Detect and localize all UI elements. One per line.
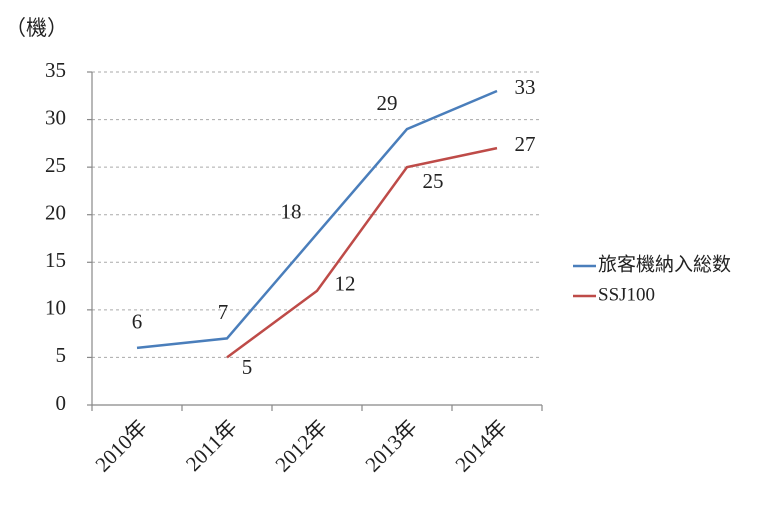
x-tick-label: 2014年 xyxy=(450,415,512,477)
legend-label: 旅客機納入総数 xyxy=(598,253,731,275)
y-tick-label: 0 xyxy=(56,391,67,415)
y-tick-label: 5 xyxy=(56,343,67,367)
y-tick-label: 35 xyxy=(45,58,66,82)
data-label: 18 xyxy=(281,200,302,224)
y-axis-label: （機） xyxy=(5,16,68,40)
data-label: 6 xyxy=(132,310,143,334)
data-label: 25 xyxy=(423,169,444,193)
series-line xyxy=(136,89,498,350)
data-label: 33 xyxy=(515,75,536,99)
x-tick-label: 2013年 xyxy=(360,415,422,477)
data-label: 7 xyxy=(218,300,229,324)
y-tick-label: 30 xyxy=(45,105,66,129)
data-label: 29 xyxy=(377,91,398,115)
y-tick-label: 25 xyxy=(45,153,66,177)
data-label: 27 xyxy=(515,132,536,156)
data-label: 12 xyxy=(335,272,356,296)
data-label: 5 xyxy=(242,355,253,379)
x-tick-label: 2011年 xyxy=(181,415,242,476)
y-tick-label: 10 xyxy=(45,296,66,320)
series-line xyxy=(226,146,498,359)
x-tick-label: 2012年 xyxy=(270,415,332,477)
legend-label: SSJ100 xyxy=(598,284,655,305)
x-tick-label: 2010年 xyxy=(90,415,152,477)
y-tick-label: 20 xyxy=(45,201,66,225)
y-tick-label: 15 xyxy=(45,248,66,272)
